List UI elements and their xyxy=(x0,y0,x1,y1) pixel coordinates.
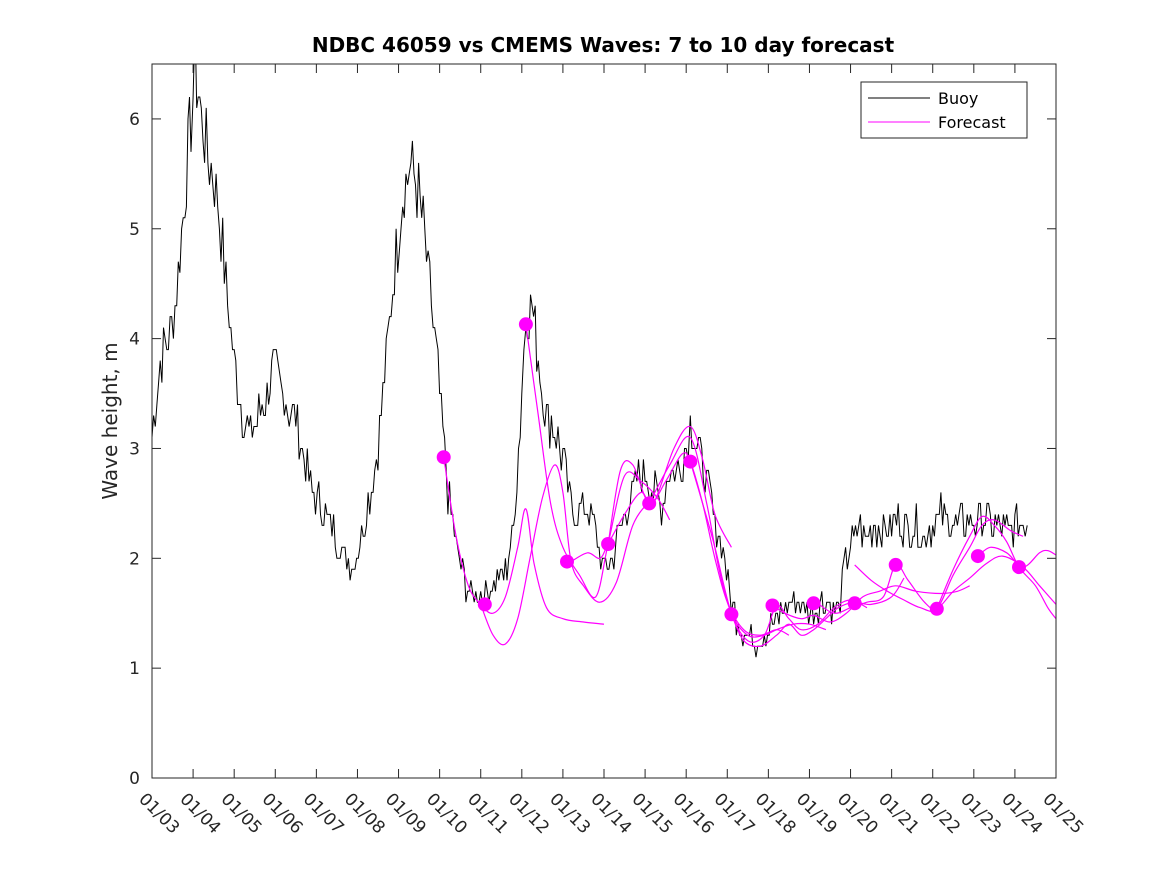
forecast-line-1 xyxy=(443,457,605,625)
forecast-marker-8 xyxy=(724,607,739,622)
forecast-marker-12 xyxy=(888,557,903,572)
forecast-line-2 xyxy=(480,464,650,646)
y-tick-label: 1 xyxy=(129,659,140,679)
y-tick-label: 6 xyxy=(129,110,140,130)
forecast-line-3 xyxy=(525,324,671,599)
forecast-marker-9 xyxy=(765,598,780,613)
forecast-marker-4 xyxy=(560,554,574,569)
y-tick-label: 0 xyxy=(129,769,140,789)
plot-area xyxy=(152,64,1056,778)
buoy-series-line xyxy=(152,64,1028,658)
forecast-marker-10 xyxy=(806,596,821,611)
forecast-marker-6 xyxy=(642,496,657,511)
y-tick-label: 4 xyxy=(129,330,140,350)
forecast-marker-7 xyxy=(683,454,698,469)
forecast-marker-15 xyxy=(1012,560,1026,575)
legend-forecast-label: Forecast xyxy=(938,113,1006,132)
y-tick-label: 5 xyxy=(129,220,140,240)
y-tick-label: 3 xyxy=(129,439,140,459)
forecast-line-8 xyxy=(730,577,905,648)
y-axis-label: Wave height, m xyxy=(98,342,122,499)
forecast-marker-3 xyxy=(518,317,533,332)
forecast-marker-14 xyxy=(970,549,985,564)
forecast-marker-5 xyxy=(601,537,616,551)
legend-box xyxy=(860,81,1028,139)
forecast-marker-13 xyxy=(929,601,944,616)
forecast-line-12 xyxy=(936,515,1056,620)
y-tick-label: 2 xyxy=(129,549,140,569)
chart-title: NDBC 46059 vs CMEMS Waves: 7 to 10 day f… xyxy=(312,33,895,57)
forecast-marker-2 xyxy=(477,597,492,612)
forecast-line-11 xyxy=(854,519,1024,612)
forecast-marker-1 xyxy=(436,450,451,465)
forecast-line-9 xyxy=(772,585,970,623)
legend: Buoy Forecast xyxy=(860,81,1028,139)
legend-buoy-label: Buoy xyxy=(938,89,978,108)
series-layer xyxy=(152,64,1056,658)
forecast-marker-11 xyxy=(847,596,862,611)
